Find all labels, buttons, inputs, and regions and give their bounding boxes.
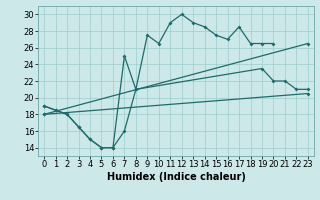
X-axis label: Humidex (Indice chaleur): Humidex (Indice chaleur) <box>107 172 245 182</box>
